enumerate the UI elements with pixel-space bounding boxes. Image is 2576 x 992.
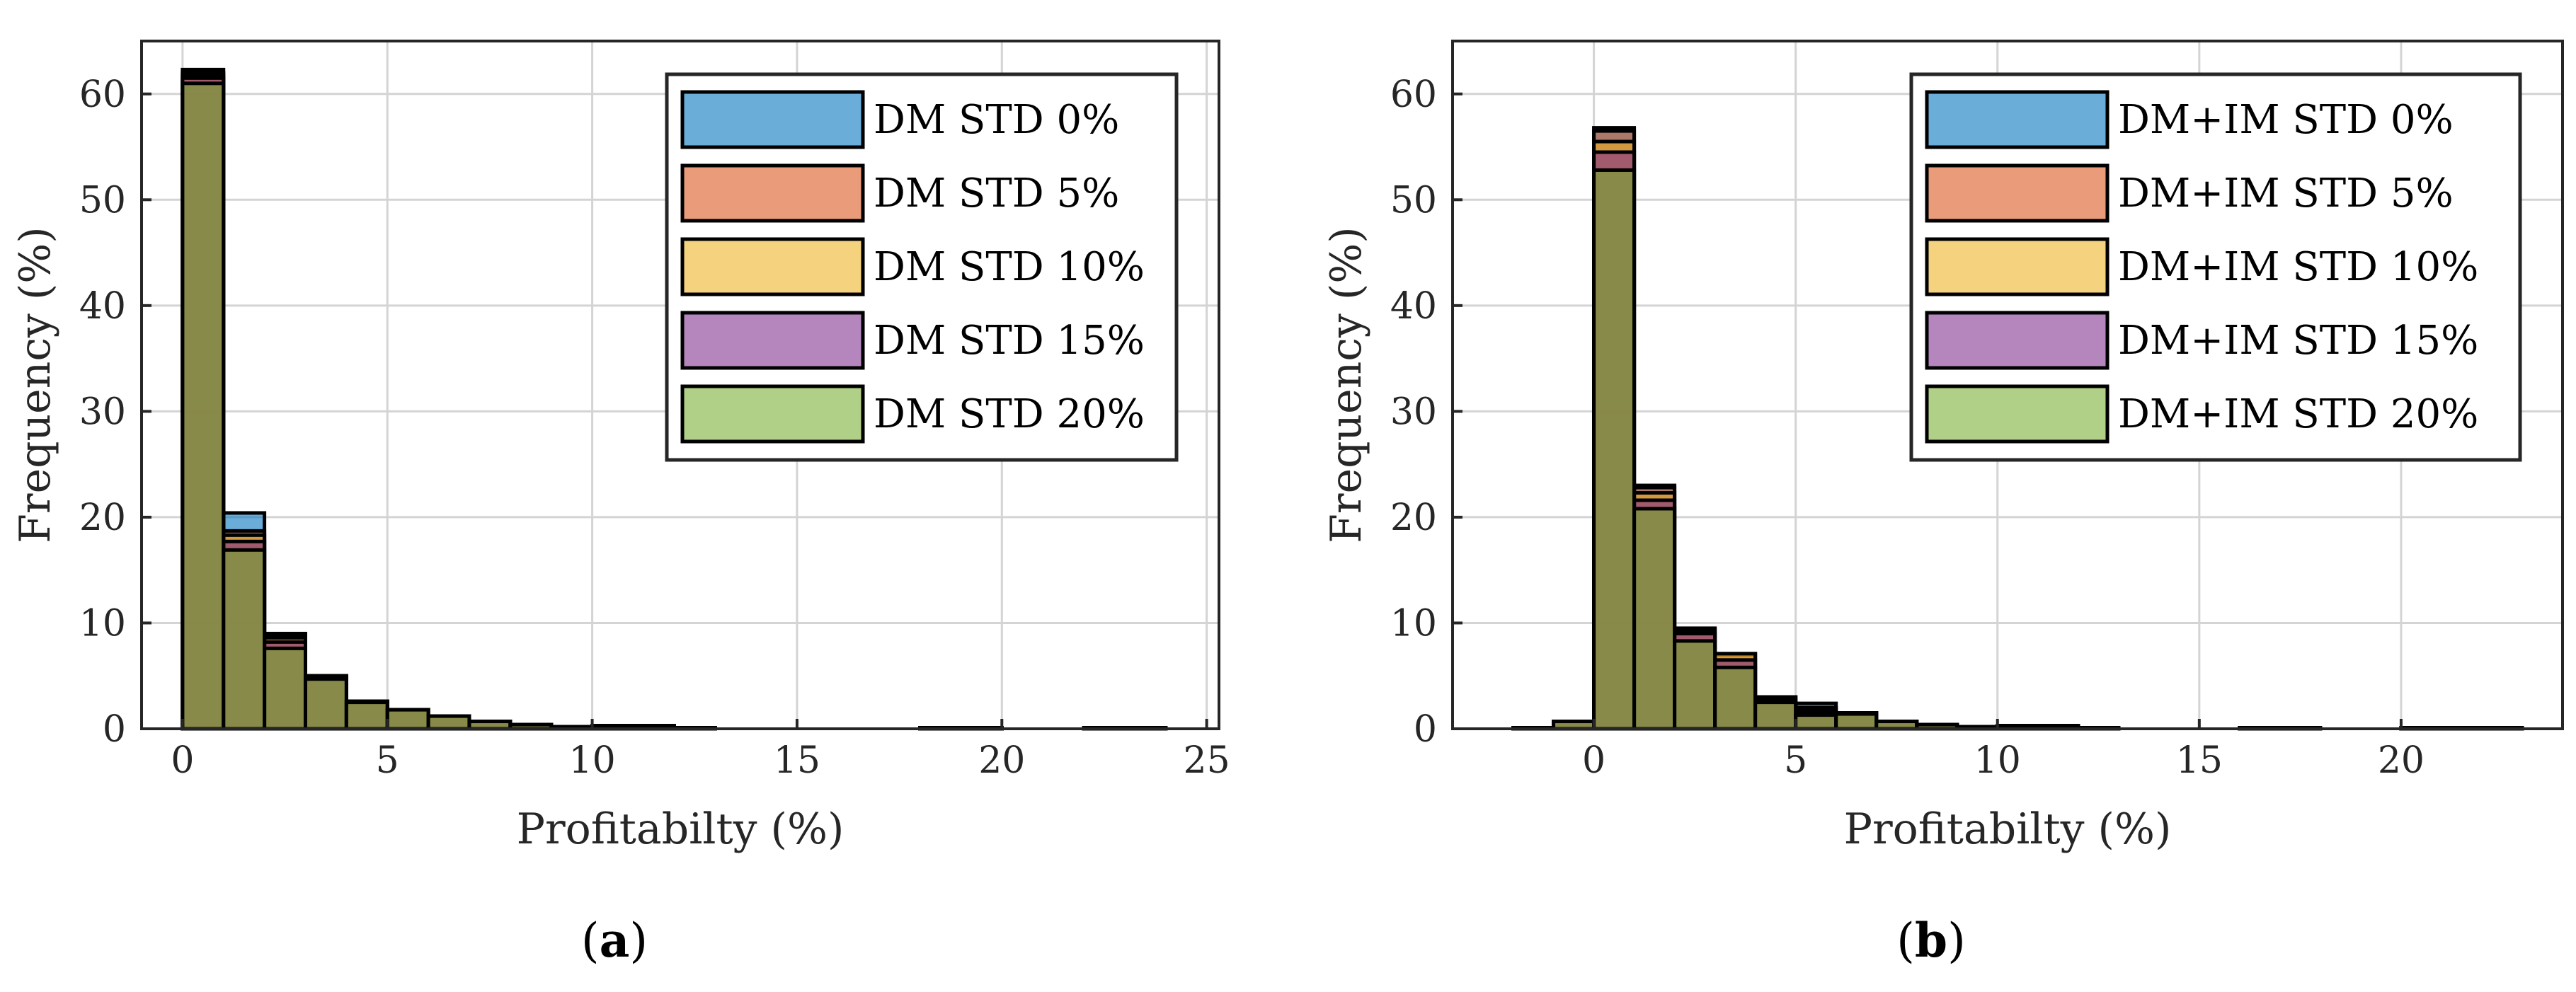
- y-tick-label: 20: [1390, 497, 1437, 539]
- y-tick-label: 60: [1390, 74, 1437, 116]
- y-tick-label: 10: [1390, 602, 1437, 645]
- bar-1-4-3: [1632, 507, 1677, 731]
- legend-swatch: [1925, 163, 2110, 223]
- legend-entry: DM+IM STD 15%: [2118, 318, 2478, 364]
- legend-entry: DM+IM STD 0%: [2118, 97, 2454, 143]
- x-tick-label: 15: [2176, 739, 2223, 782]
- bar-0-4-3: [303, 677, 348, 731]
- bar-1-4-5: [1713, 665, 1758, 731]
- legend-entry: DM STD 0%: [874, 97, 1119, 143]
- bar-0-4-1: [222, 548, 267, 731]
- bar-1-4-6: [1753, 700, 1798, 731]
- bar-1-4-2: [1592, 168, 1637, 731]
- x-axis-label: Profitabilty (%): [1844, 804, 2172, 854]
- y-tick-label: 60: [79, 74, 126, 116]
- panel-label-close: ): [1947, 913, 1966, 968]
- y-axis-label: Frequency (%): [1322, 226, 1371, 543]
- legend-swatch: [1925, 384, 2110, 444]
- bar-1-4-8: [1834, 712, 1879, 731]
- x-tick-label: 5: [1784, 739, 1807, 782]
- y-tick-label: 0: [103, 708, 126, 751]
- legend-swatch: [680, 384, 865, 444]
- y-tick-label: 40: [1390, 285, 1437, 328]
- panel-label: (b): [1896, 913, 1966, 968]
- panel-label-letter: b: [1915, 913, 1947, 968]
- x-tick-label: 25: [1184, 739, 1230, 782]
- x-tick-label: 0: [1582, 739, 1605, 782]
- axes-box: [140, 40, 1220, 730]
- legend-entry: DM+IM STD 5%: [2118, 171, 2454, 217]
- legend-entry: DM STD 10%: [874, 244, 1145, 290]
- legend-entry: DM STD 15%: [874, 318, 1145, 364]
- panel-label-close: ): [629, 913, 648, 968]
- panel-label: (a): [581, 913, 648, 968]
- x-axis-label: Profitabilty (%): [517, 804, 845, 854]
- y-tick-label: 10: [79, 602, 126, 645]
- legend-swatch: [680, 311, 865, 370]
- y-tick-label: 30: [79, 391, 126, 433]
- y-tick-label: 30: [1390, 391, 1437, 433]
- x-tick-label: 5: [376, 739, 399, 782]
- y-axis-label: Frequency (%): [11, 226, 60, 543]
- bar-0-4-5: [385, 708, 430, 731]
- legend-entry: DM+IM STD 10%: [2118, 244, 2478, 290]
- legend-swatch: [680, 163, 865, 223]
- legend-entry: DM STD 20%: [874, 391, 1145, 437]
- legend-swatch: [1925, 311, 2110, 370]
- legend-entry: DM+IM STD 20%: [2118, 391, 2478, 437]
- bar-1-4-7: [1794, 713, 1838, 731]
- chart-panel-a: 0 5 10 15 20 25 0 10 20 30 40 50 60 Profitabilty (%) F…: [11, 40, 1230, 968]
- y-tick-label: 20: [79, 497, 126, 539]
- y-tick-label: 0: [1414, 708, 1437, 751]
- legend-swatch: [680, 90, 865, 149]
- x-tick-label: 10: [568, 739, 615, 782]
- bar-1-4-4: [1673, 639, 1717, 731]
- x-tick-label: 0: [171, 739, 194, 782]
- legend-swatch: [680, 237, 865, 296]
- x-tick-label: 20: [978, 739, 1025, 782]
- legend-entry: DM STD 5%: [874, 171, 1119, 217]
- panel-label-open: (: [581, 913, 600, 968]
- panel-label-letter: a: [600, 913, 630, 968]
- panel-label-open: (: [1896, 913, 1915, 968]
- bar-0-4-2: [263, 646, 307, 731]
- x-tick-label: 20: [2378, 739, 2425, 782]
- x-tick-label: 15: [774, 739, 820, 782]
- axes-box: [1451, 40, 2564, 730]
- y-tick-label: 50: [1390, 179, 1437, 221]
- y-tick-label: 40: [79, 285, 126, 328]
- x-tick-label: 10: [1974, 739, 2021, 782]
- y-tick-label: 50: [79, 179, 126, 221]
- chart-panel-b: 0 5 10 15 20 0 10 20 30 40 50 60 Profitabilty (%) Fre…: [1322, 40, 2564, 968]
- legend-swatch: [1925, 90, 2110, 149]
- bar-0-4-4: [344, 700, 389, 731]
- bar-0-4-0: [181, 81, 226, 731]
- bar-0-4-6: [426, 714, 471, 731]
- legend-swatch: [1925, 237, 2110, 296]
